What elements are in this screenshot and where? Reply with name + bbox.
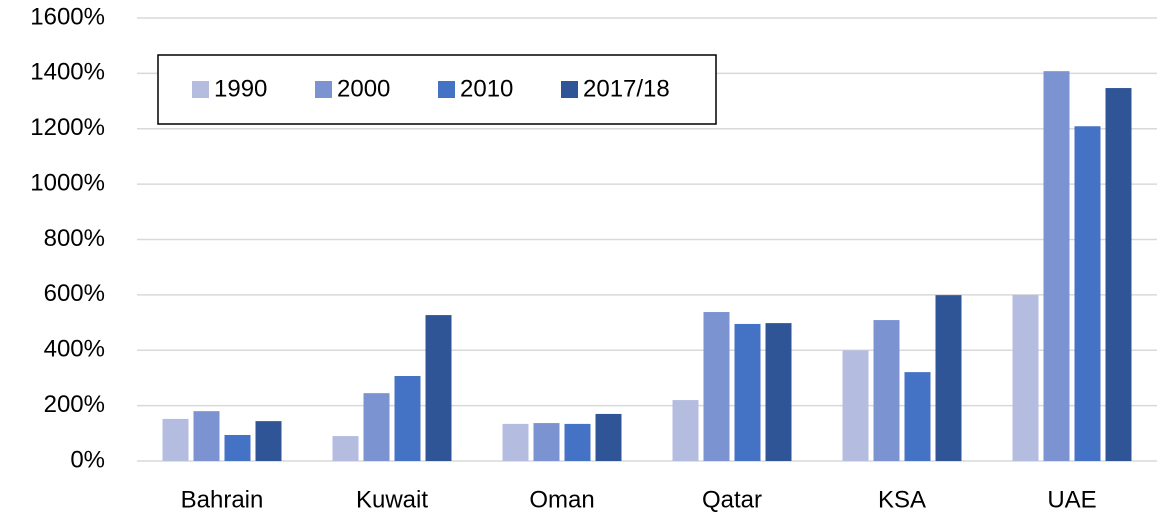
y-tick-label: 600% — [44, 280, 105, 307]
y-tick-label: 800% — [44, 225, 105, 252]
legend-label: 2010 — [460, 75, 513, 102]
y-tick-label: 400% — [44, 336, 105, 363]
bar — [672, 400, 699, 461]
y-tick-label: 200% — [44, 391, 105, 418]
y-tick-label: 1000% — [30, 169, 105, 196]
bar — [564, 423, 591, 461]
bar — [502, 423, 529, 461]
bar — [224, 434, 251, 461]
legend-label: 2017/18 — [583, 75, 670, 102]
x-tick-label: Bahrain — [181, 486, 264, 513]
bar — [734, 323, 761, 461]
x-tick-label: Kuwait — [356, 486, 428, 513]
y-tick-label: 1600% — [30, 3, 105, 30]
legend-label: 1990 — [214, 75, 267, 102]
legend-swatch — [438, 81, 455, 98]
legend-label: 2000 — [337, 75, 390, 102]
bar — [1105, 88, 1132, 461]
bar — [904, 372, 931, 461]
bar — [255, 421, 282, 461]
bar — [533, 423, 560, 461]
bar — [935, 295, 962, 461]
y-tick-label: 0% — [70, 446, 105, 473]
bar — [1012, 294, 1039, 461]
bar — [363, 393, 390, 461]
bar — [162, 418, 189, 461]
legend-swatch — [192, 81, 209, 98]
bar — [1074, 126, 1101, 462]
y-tick-label: 1200% — [30, 114, 105, 141]
bar — [394, 375, 421, 461]
y-tick-label: 1400% — [30, 59, 105, 86]
legend-box — [157, 54, 717, 125]
x-tick-label: Oman — [529, 486, 594, 513]
bar — [703, 312, 730, 461]
bar — [873, 320, 900, 461]
x-tick-label: KSA — [878, 486, 926, 513]
bar — [1043, 71, 1070, 461]
x-tick-label: UAE — [1047, 486, 1096, 513]
legend-swatch — [315, 81, 332, 98]
bar — [332, 436, 359, 461]
bar — [765, 323, 792, 461]
bar — [425, 315, 452, 461]
legend-swatch — [561, 81, 578, 98]
bar — [595, 413, 622, 461]
bar — [842, 350, 869, 461]
bar — [193, 411, 220, 461]
x-tick-label: Qatar — [702, 486, 762, 513]
